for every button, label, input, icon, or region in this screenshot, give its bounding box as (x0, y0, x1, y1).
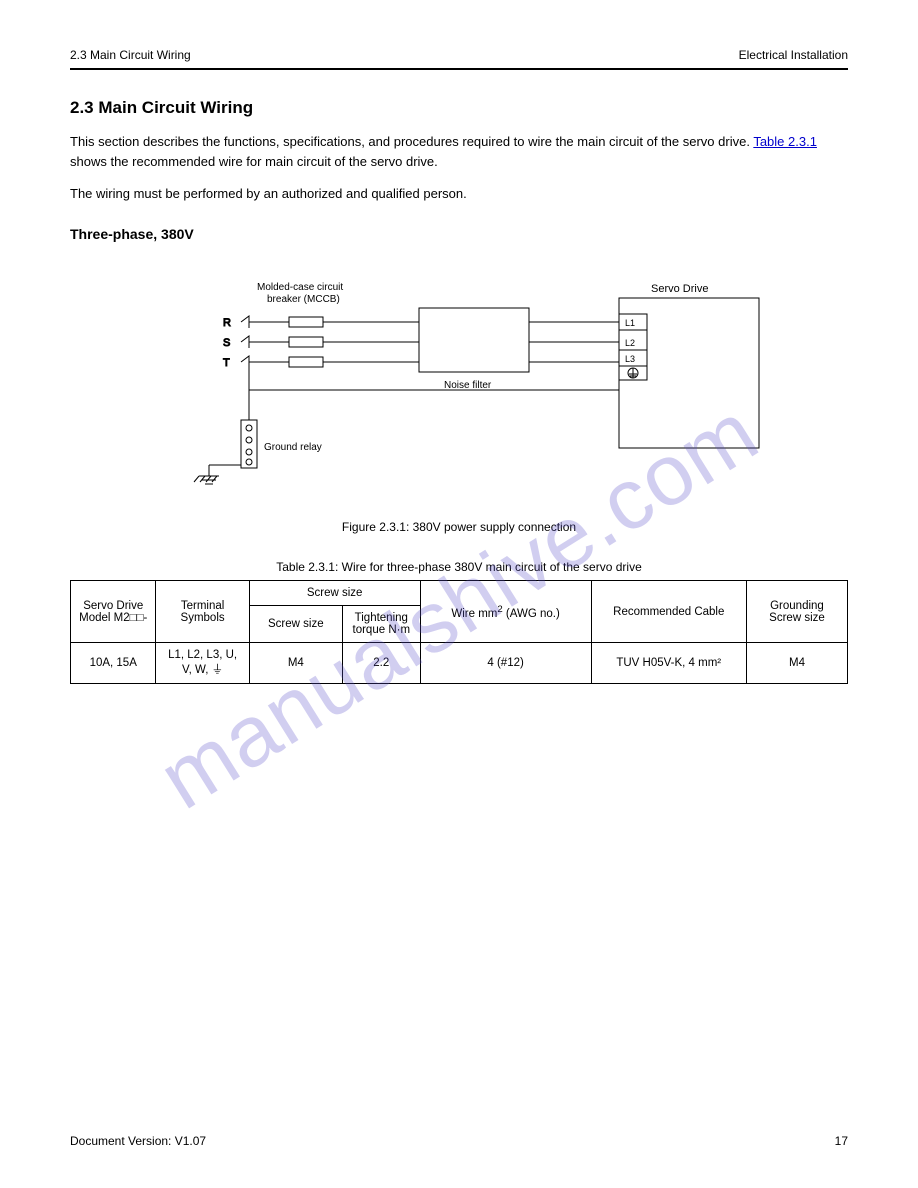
intro-paragraph-2: The wiring must be performed by an autho… (70, 184, 848, 204)
section-title: 2.3 Main Circuit Wiring (70, 98, 848, 118)
phase-label-s: S (223, 337, 230, 349)
intro-text-a: This section describes the functions, sp… (70, 134, 753, 149)
table-head: Servo Drive Model M2□□- Terminal Symbols… (71, 581, 848, 643)
phase-label-r: R (223, 317, 231, 329)
header-rule (70, 68, 848, 70)
cell-terminal: L1, L2, L3, U, V, W, ⏚ (156, 643, 249, 684)
diagram-caption: Figure 2.3.1: 380V power supply connecti… (342, 520, 576, 534)
ground-wire (194, 362, 619, 484)
cell-tight: 2.2 (342, 643, 420, 684)
page-footer: Document Version: V1.07 17 (70, 1134, 848, 1148)
table-body: 10A, 15A L1, L2, L3, U, V, W, ⏚ M4 2.2 4… (71, 643, 848, 684)
intro-paragraph-1: This section describes the functions, sp… (70, 132, 848, 172)
drive-term-l2: L2 (625, 338, 635, 348)
ground-relay-label: Ground relay (264, 442, 322, 453)
cell-cable: TUV H05V-K, 4 mm² (591, 643, 746, 684)
th-screw: Screw size (307, 587, 363, 599)
noise-filter-box (419, 308, 529, 372)
footer-right: 17 (835, 1134, 848, 1148)
th-wire: Wire mm2 (AWG no.) (420, 581, 591, 643)
th-cable: Recommended Cable (591, 581, 746, 643)
page-root: 2.3 Main Circuit Wiring Electrical Insta… (0, 0, 918, 724)
cell-ground: M4 (746, 643, 847, 684)
drive-term-l1: L1 (625, 318, 635, 328)
table-row: 10A, 15A L1, L2, L3, U, V, W, ⏚ M4 2.2 4… (71, 643, 848, 684)
cell-wire: 4 (#12) (420, 643, 591, 684)
header-right: Electrical Installation (739, 48, 848, 62)
cell-screw: M4 (249, 643, 342, 684)
wiring-diagram-svg: R S T Molded-case circuit (149, 260, 769, 510)
th-ground: Grounding Screw size (746, 581, 847, 643)
table-caption: Table 2.3.1: Wire for three-phase 380V m… (70, 560, 848, 574)
phase-inputs: R S T (223, 316, 289, 369)
th-screw-group: Screw size (249, 581, 420, 606)
th-model: Servo Drive Model M2□□- (71, 581, 156, 643)
th-tight: Tightening torque N·m (342, 606, 420, 643)
table-header-row-1: Servo Drive Model M2□□- Terminal Symbols… (71, 581, 848, 606)
footer-left: Document Version: V1.07 (70, 1134, 206, 1148)
mccb-label-line1: Molded-case circuit (257, 282, 343, 293)
wiring-diagram: R S T Molded-case circuit (70, 260, 848, 534)
drive-terminal-block: L1 L2 L3 (619, 314, 647, 380)
mccb-label-line2: breaker (MCCB) (267, 294, 340, 305)
page-header: 2.3 Main Circuit Wiring Electrical Insta… (70, 48, 848, 62)
filter-to-drive-wires (529, 322, 619, 362)
header-left: 2.3 Main Circuit Wiring (70, 48, 191, 62)
noise-filter-label: Noise filter (444, 380, 492, 391)
th-screw-sub: Screw size (249, 606, 342, 643)
intro-text-b: shows the recommended wire for main circ… (70, 154, 438, 169)
cell-model: 10A, 15A (71, 643, 156, 684)
th-terminal: Terminal Symbols (156, 581, 249, 643)
wire-spec-table: Servo Drive Model M2□□- Terminal Symbols… (70, 580, 848, 684)
mccb-group (289, 317, 419, 367)
drive-term-l3: L3 (625, 354, 635, 364)
phase-label-t: T (223, 357, 230, 369)
sub-three-phase: Three-phase, 380V (70, 226, 848, 242)
servo-drive-label: Servo Drive (651, 283, 708, 295)
table-link[interactable]: Table 2.3.1 (753, 134, 817, 149)
